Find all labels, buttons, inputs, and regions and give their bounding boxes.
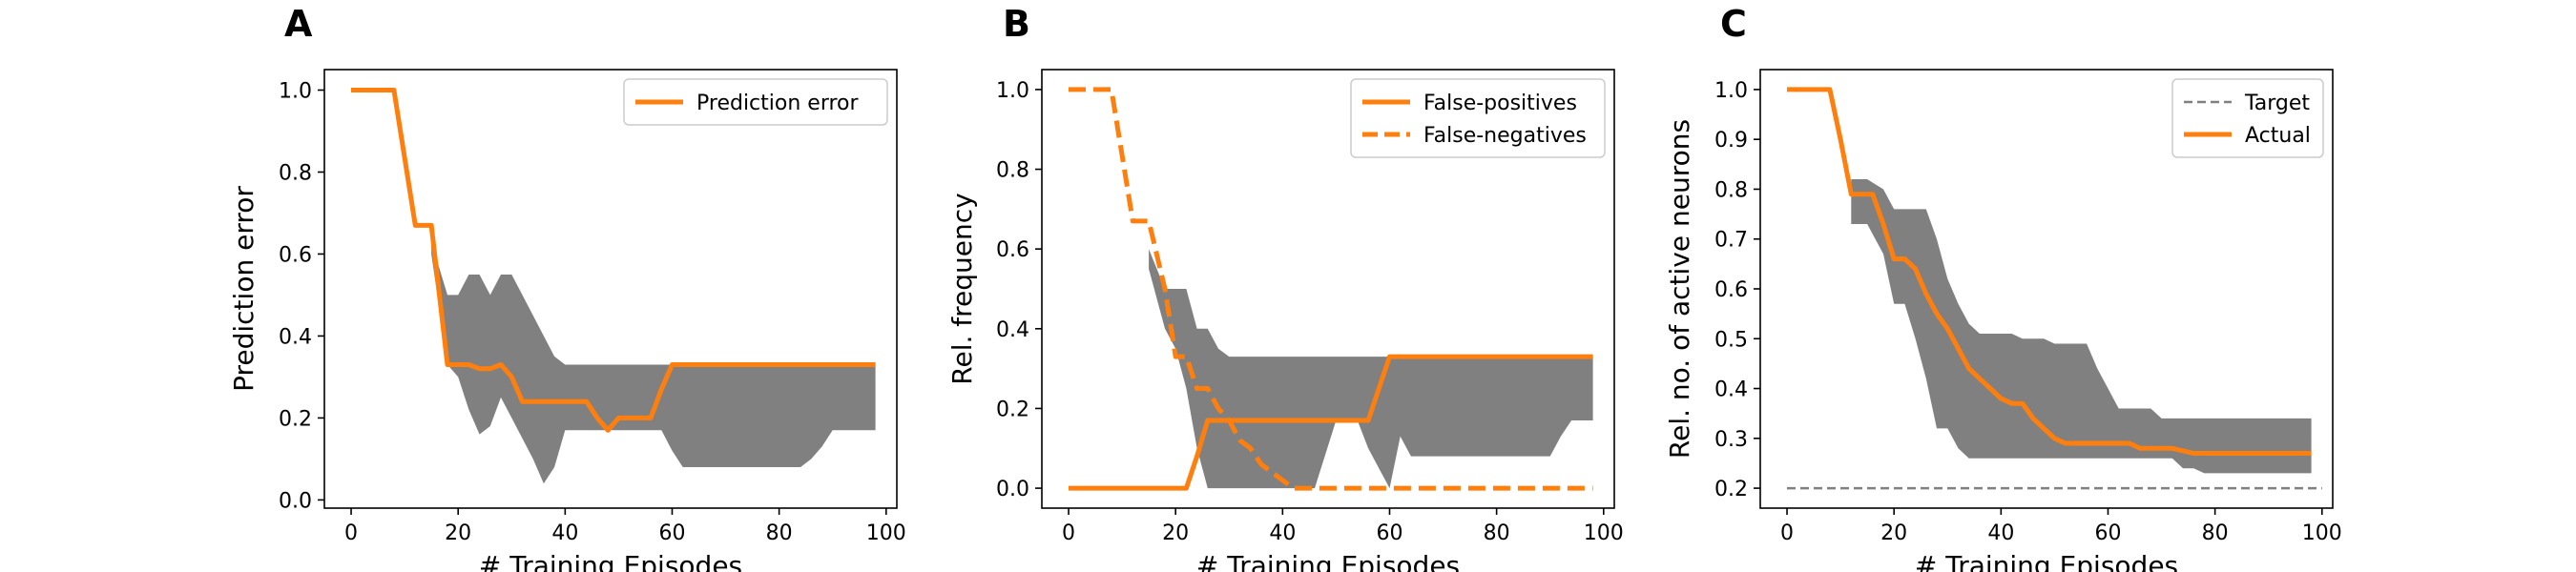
variability-band — [1149, 249, 1593, 489]
legend-box — [1350, 78, 1606, 158]
x-tick-label: 20 — [445, 521, 471, 545]
legend: Prediction error — [623, 78, 888, 126]
series-line-false-negatives — [1069, 87, 1593, 491]
variability-band — [1851, 179, 2312, 474]
x-tick-label: 40 — [551, 521, 578, 545]
x-tick-label: 60 — [2094, 521, 2121, 545]
axes-frame — [1041, 69, 1615, 509]
x-tick-label: 80 — [766, 521, 793, 545]
x-tick-label: 0 — [1780, 521, 1794, 545]
series-line-false-positives — [1069, 354, 1593, 491]
panel-c: 0 20 40 60 80 100 0.2 0.3 0.4 0.5 0.6 0.7 0.8 0.9 1.0 #… — [1664, 3, 2342, 572]
y-tick-label: 0.6 — [996, 238, 1029, 262]
x-tick-label: 80 — [2202, 521, 2229, 545]
variability-band — [431, 241, 876, 484]
panel-label: B — [1003, 3, 1030, 45]
y-tick-label: 1.0 — [1714, 79, 1748, 103]
y-tick-label: 0.9 — [1714, 129, 1748, 153]
legend-entry: Target — [2244, 92, 2310, 115]
y-axis-label: Rel. frequency — [946, 193, 978, 384]
x-axis-label: # Training Episodes — [479, 550, 742, 572]
x-tick-label: 0 — [344, 521, 358, 545]
x-axis-label: # Training Episodes — [1196, 550, 1460, 572]
legend-entry: Actual — [2245, 124, 2311, 148]
y-tick-label: 0.6 — [1714, 278, 1748, 302]
y-tick-label: 1.0 — [279, 79, 312, 103]
y-tick-label: 0.6 — [279, 243, 312, 267]
legend-entry: False-negatives — [1423, 124, 1587, 148]
y-tick-label: 0.8 — [996, 159, 1029, 183]
y-tick-label: 0.7 — [1714, 229, 1748, 253]
x-tick-label: 100 — [2302, 521, 2342, 545]
x-tick-label: 100 — [1584, 521, 1624, 545]
x-tick-label: 20 — [1880, 521, 1907, 545]
panel-label: A — [284, 3, 313, 45]
y-tick-label: 0.2 — [996, 398, 1029, 421]
plot-area — [1787, 87, 2322, 490]
y-tick-label: 0.5 — [1714, 328, 1748, 352]
y-tick-label: 0.2 — [1714, 478, 1748, 501]
y-tick-label: 0.0 — [279, 489, 312, 513]
plot-area — [351, 88, 876, 484]
y-tick-label: 0.4 — [1714, 378, 1748, 402]
panel-b: 0 20 40 60 80 100 0.0 0.2 0.4 0.6 0.8 1.0 # Training… — [946, 3, 1624, 572]
y-axis-label: Prediction error — [228, 186, 260, 392]
x-axis-label: # Training Episodes — [1915, 550, 2178, 572]
plot-area — [1069, 87, 1593, 491]
y-tick-label: 0.4 — [279, 325, 312, 349]
y-tick-label: 0.0 — [996, 478, 1029, 501]
legend-entry: False-positives — [1423, 92, 1577, 115]
series-line-prediction-error — [351, 88, 876, 433]
y-tick-label: 0.8 — [279, 161, 312, 185]
x-tick-label: 80 — [1484, 521, 1510, 545]
axes-frame — [323, 69, 898, 509]
legend-entry: Prediction error — [696, 92, 859, 115]
x-tick-label: 0 — [1062, 521, 1075, 545]
legend-box — [623, 78, 888, 126]
series-line-actual — [1787, 87, 2312, 456]
y-axis-label: Rel. no. of active neurons — [1664, 119, 1695, 459]
x-tick-label: 100 — [866, 521, 906, 545]
y-tick-label: 0.4 — [996, 318, 1029, 342]
panel-a: 0 20 40 60 80 100 0.0 0.2 0.4 0.6 0.8 1.0 # Training… — [228, 3, 906, 572]
x-tick-label: 60 — [658, 521, 685, 545]
legend: False-positives False-negatives — [1350, 78, 1606, 158]
x-tick-label: 20 — [1162, 521, 1189, 545]
x-tick-label: 40 — [1987, 521, 2014, 545]
x-tick-label: 60 — [1376, 521, 1402, 545]
panel-label: C — [1720, 3, 1747, 45]
x-tick-label: 40 — [1269, 521, 1296, 545]
legend-box — [2171, 78, 2324, 158]
y-tick-label: 0.8 — [1714, 178, 1748, 202]
y-tick-label: 0.2 — [279, 407, 312, 431]
legend: Target Actual — [2171, 78, 2324, 158]
y-tick-label: 1.0 — [996, 79, 1029, 103]
y-tick-label: 0.3 — [1714, 428, 1748, 452]
